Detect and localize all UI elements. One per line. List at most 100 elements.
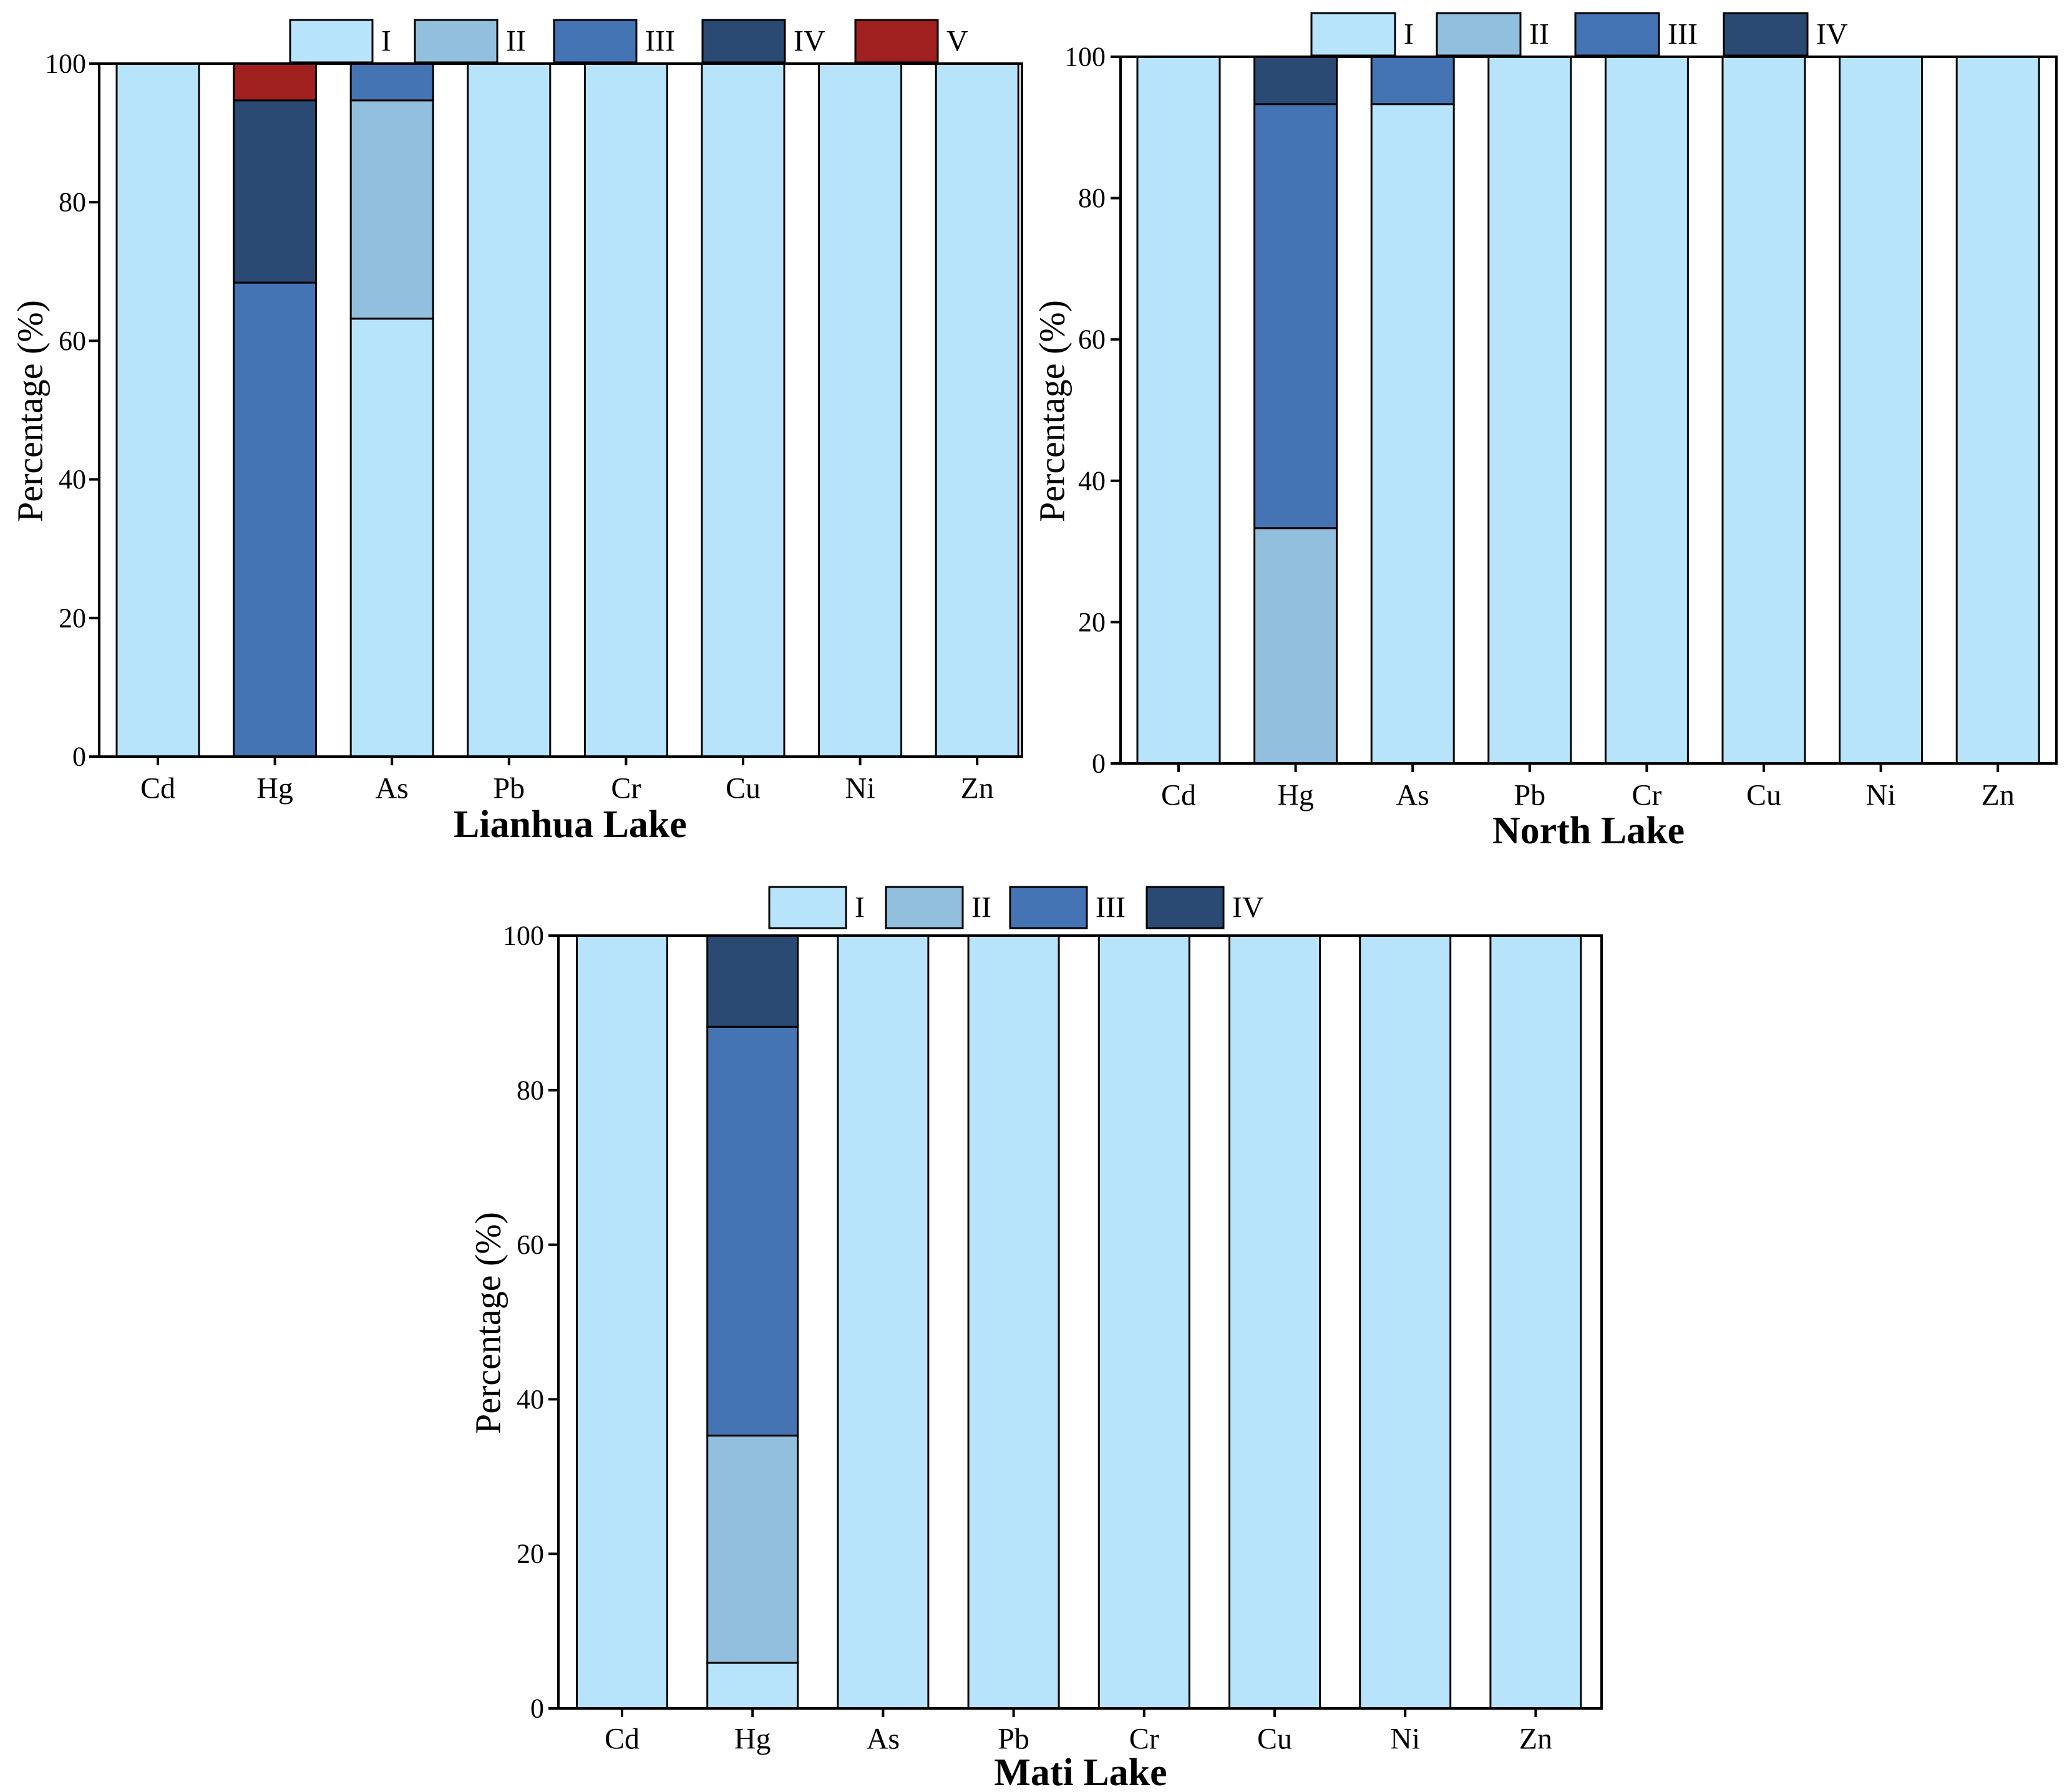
legend-item-ii: II (885, 886, 991, 929)
y-tick-label: 0 (530, 1693, 544, 1724)
legend-item-i: I (768, 886, 865, 929)
x-tick-label: Cu (1746, 779, 1781, 812)
y-tick-label: 20 (517, 1539, 544, 1569)
legend-item-iv: IV (1723, 12, 1848, 57)
x-tick-label: As (1396, 779, 1429, 812)
plot-frame (98, 62, 1023, 758)
x-tick-label: Zn (1982, 779, 2015, 812)
legend-swatch (289, 19, 374, 64)
y-tick-label: 60 (1078, 324, 1106, 355)
y-axis-title: Percentage (%) (468, 1212, 508, 1434)
legend-label: IV (1232, 891, 1264, 924)
x-tick-label: Hg (256, 772, 293, 805)
legend-label: IV (794, 25, 825, 58)
bar-as-i (349, 317, 434, 758)
bars (115, 62, 1019, 758)
legend-swatch (1436, 12, 1522, 57)
bar-cu-i (1228, 934, 1321, 1710)
legend-item-ii: II (1436, 12, 1549, 57)
chart-title: North Lake (1492, 810, 1685, 852)
y-tick-label: 80 (517, 1075, 544, 1105)
legend-item-iii: III (1009, 886, 1126, 929)
bar-hg-iii (233, 281, 318, 758)
y-tick-label: 40 (517, 1384, 544, 1415)
chart-title: Lianhua Lake (454, 803, 687, 846)
bar-ni-i (1839, 56, 1924, 765)
legend: I II III IV (768, 886, 1264, 929)
x-tick-label: Ni (1866, 779, 1896, 812)
bar-ni-i (1359, 934, 1452, 1710)
bar-pb-i (467, 62, 552, 758)
x-tick-label: Cd (140, 772, 175, 805)
legend-label: V (946, 25, 968, 58)
legend: I II III IV V (289, 19, 968, 64)
y-axis-title: Percentage (%) (10, 300, 51, 522)
legend-swatch (1574, 12, 1660, 57)
y-axis-title: Percentage (%) (1032, 300, 1072, 522)
x-tick-label: Cd (1161, 779, 1196, 812)
bar-pb-i (967, 934, 1060, 1710)
legend-label: IV (1816, 18, 1848, 51)
y-tick-label: 60 (517, 1229, 544, 1260)
chart-mati-lake: 0 20 40 60 80 100 Cd Hg As Pb Cr Cu Ni Zn Percentage (… (468, 886, 1603, 1792)
legend-label: II (971, 891, 991, 924)
legend-swatch (885, 886, 964, 929)
y-tick-label: 80 (1078, 183, 1106, 213)
x-axis: Cd Hg As Pb Cr Cu Ni Zn (1161, 763, 2015, 812)
legend-label: III (1668, 18, 1698, 51)
chart-lianhua-lake: 0 20 40 60 80 100 Cd Hg As Pb Cr Cu Ni Zn Percentage (… (10, 19, 1023, 846)
x-tick-label: Cr (1129, 1723, 1159, 1756)
x-axis: Cd Hg As Pb Cr Cu Ni Zn (140, 757, 994, 805)
bar-zn-i (1955, 56, 2040, 765)
legend-item-ii: II (414, 19, 526, 64)
x-tick-label: Hg (1277, 779, 1314, 812)
x-tick-label: Cr (611, 772, 641, 805)
legend-label: I (381, 25, 391, 58)
bar-cu-i (701, 62, 786, 758)
plot-frame (557, 934, 1603, 1710)
bar-cr-i (1097, 934, 1190, 1710)
y-tick-label: 20 (1078, 607, 1106, 637)
x-tick-label: As (376, 772, 409, 805)
bar-hg-iii (1253, 103, 1338, 530)
bar-cd-i (1136, 56, 1221, 765)
bar-as-i (1370, 103, 1455, 765)
bar-pb-i (1487, 56, 1572, 765)
legend-swatch (1723, 12, 1809, 57)
bar-cd-i (115, 62, 200, 758)
x-tick-label: Pb (1514, 779, 1545, 812)
bar-hg-iv (233, 99, 318, 284)
x-tick-label: Cu (726, 772, 761, 805)
legend-label: II (506, 25, 526, 58)
legend-swatch (1009, 886, 1088, 929)
bars (1136, 56, 2040, 765)
legend-swatch (1310, 12, 1396, 57)
bar-cr-i (583, 62, 668, 758)
bar-ni-i (818, 62, 903, 758)
x-tick-label: Zn (1519, 1723, 1552, 1756)
bar-cr-i (1604, 56, 1689, 765)
bar-cu-i (1721, 56, 1806, 765)
legend-item-v: V (854, 19, 968, 64)
bar-zn-i (935, 62, 1019, 758)
bar-as-ii (349, 99, 434, 320)
legend-label: III (1096, 891, 1126, 924)
bar-hg-i (706, 1662, 799, 1710)
x-axis: Cd Hg As Pb Cr Cu Ni Zn (605, 1708, 1552, 1756)
x-tick-label: Ni (845, 772, 875, 805)
x-tick-label: Hg (734, 1723, 771, 1756)
y-tick-label: 100 (1064, 42, 1106, 72)
x-tick-label: Zn (961, 772, 994, 805)
legend-item-i: I (289, 19, 391, 64)
y-axis: 0 20 40 60 80 100 (45, 49, 99, 772)
y-tick-label: 0 (72, 742, 86, 772)
legend-item-i: I (1310, 12, 1414, 57)
bar-as-iii (349, 62, 434, 102)
bar-as-iii (1370, 56, 1455, 105)
x-tick-label: Cd (605, 1723, 640, 1756)
y-axis: 0 20 40 60 80 100 (1064, 42, 1121, 779)
bar-hg-iv (1253, 56, 1338, 105)
bar-zn-i (1489, 934, 1582, 1710)
legend-swatch (414, 19, 499, 64)
